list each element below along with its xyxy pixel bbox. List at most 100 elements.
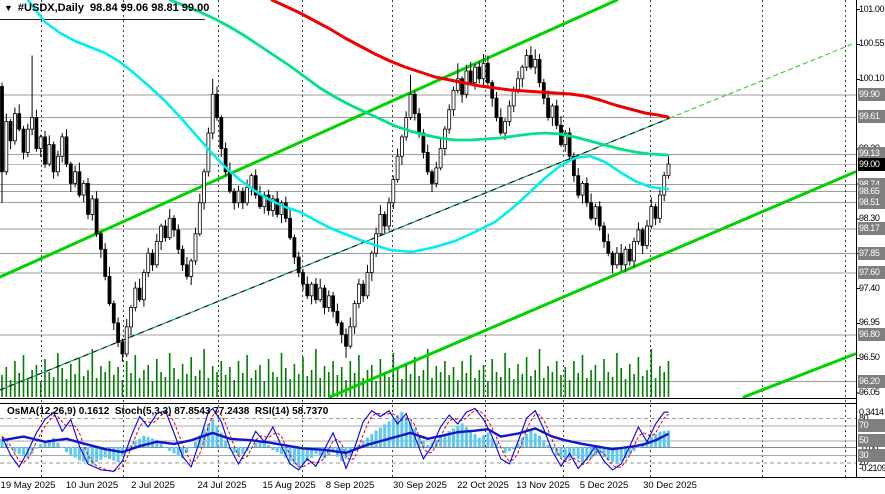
price-tick-label: 100.55 xyxy=(859,38,885,49)
osma-histogram-bar xyxy=(237,447,240,457)
candle-bearish xyxy=(223,148,228,173)
date-label: 2 Jul 2025 xyxy=(131,480,175,491)
candle-bearish xyxy=(163,225,168,239)
osma-histogram-bar xyxy=(374,430,378,447)
osma-histogram-bar xyxy=(297,447,301,468)
osma-histogram-bar xyxy=(542,440,546,447)
osma-histogram-bar xyxy=(39,443,43,447)
candle-bullish xyxy=(666,163,671,177)
candle-bearish xyxy=(64,136,69,165)
osma-histogram-bar xyxy=(533,433,537,447)
ma-fast-cyan xyxy=(26,0,670,254)
candle-bearish xyxy=(99,233,103,250)
candle-bullish xyxy=(133,287,138,308)
osma-histogram-bar xyxy=(301,447,305,465)
trendline-thin-black[interactable] xyxy=(0,117,671,391)
candle-bullish xyxy=(481,62,486,80)
price-level-badge: 99.13 xyxy=(858,147,885,161)
osma-histogram-bar xyxy=(77,447,81,461)
osma-histogram-bar xyxy=(129,444,133,447)
candle-bearish xyxy=(554,105,559,126)
osma-histogram-bar xyxy=(563,447,567,461)
candle-bearish xyxy=(301,272,305,285)
candle-bullish xyxy=(326,295,331,308)
osma-histogram-bar xyxy=(456,425,460,447)
date-label: 13 Nov 2025 xyxy=(516,480,570,491)
date-label: 8 Sep 2025 xyxy=(325,480,375,491)
candle-bearish xyxy=(8,121,13,142)
candle-bullish xyxy=(365,272,370,297)
osma-histogram-bar xyxy=(65,447,68,453)
osma-histogram-bar xyxy=(452,428,455,447)
candle-bearish xyxy=(283,202,288,219)
candle-bearish xyxy=(485,62,490,84)
candle-bullish xyxy=(533,58,538,68)
candle-bearish xyxy=(627,248,632,262)
date-label: 19 May 2025 xyxy=(0,480,56,491)
indicator-series xyxy=(0,407,670,472)
osma-histogram-bar xyxy=(47,439,51,447)
osma-histogram-bar xyxy=(439,436,443,447)
osma-histogram-bar xyxy=(194,441,197,447)
candle-bearish xyxy=(344,334,348,347)
indicator-tick-label: 20 xyxy=(859,456,869,467)
candle-bullish xyxy=(378,214,383,235)
trend-channel-lower[interactable] xyxy=(328,170,857,399)
price-level-badge: 99.90 xyxy=(858,87,885,101)
candle-bullish xyxy=(632,241,636,262)
candlestick-series xyxy=(0,46,671,362)
candle-bearish xyxy=(382,214,387,227)
price-level-badge: 97.60 xyxy=(858,266,885,280)
candle-bullish xyxy=(124,326,129,355)
candle-bearish xyxy=(266,194,271,211)
candle-bearish xyxy=(292,237,297,258)
osma-histogram-bar xyxy=(43,441,47,447)
osma-histogram-bar xyxy=(581,447,584,463)
osma-histogram-bar xyxy=(314,447,318,455)
osma-histogram-bar xyxy=(662,431,666,447)
osma-histogram-bar xyxy=(331,447,335,453)
osma-histogram-bar xyxy=(108,447,111,459)
price-tick-label: 96.05 xyxy=(859,387,880,398)
trend-channel-lower-2[interactable] xyxy=(742,352,857,399)
candle-bearish xyxy=(331,295,336,312)
osma-histogram-bar xyxy=(503,447,507,454)
osma-histogram-bar xyxy=(275,447,279,453)
candle-bearish xyxy=(17,113,22,130)
indicator-level-badge: 70 xyxy=(858,418,885,432)
osma-histogram-bar xyxy=(292,447,296,465)
candle-bullish xyxy=(262,194,267,208)
collapse-arrow-icon[interactable]: ▼ xyxy=(4,2,13,13)
osma-histogram-bar xyxy=(593,447,597,457)
osma-histogram-bar xyxy=(168,447,172,452)
candle-bearish xyxy=(468,70,473,84)
osma-histogram-bar xyxy=(361,441,365,447)
candle-bearish xyxy=(94,198,99,235)
candle-bullish xyxy=(38,136,43,149)
indicator-values-label: OsMA(12,26,9) 0.1612 Stoch(5,3,3) 87.854… xyxy=(7,406,329,417)
osma-histogram-bar xyxy=(133,441,137,447)
osma-histogram-bar xyxy=(404,416,408,447)
candle-bullish xyxy=(167,217,172,239)
candle-bearish xyxy=(111,303,116,324)
trend-channel-upper[interactable] xyxy=(0,0,619,279)
osma-histogram-bar xyxy=(602,447,606,458)
candle-bearish xyxy=(498,117,503,134)
ma-slow-red xyxy=(270,0,670,119)
osma-histogram-bar xyxy=(447,431,451,447)
candle-bearish xyxy=(584,183,589,204)
candle-bullish xyxy=(141,272,146,301)
price-level-badge: 99.61 xyxy=(858,110,885,124)
candle-bullish xyxy=(408,93,413,118)
price-tick-label: 101.00 xyxy=(859,3,885,14)
candle-bullish xyxy=(348,326,353,347)
osma-histogram-bar xyxy=(155,439,159,447)
date-label: 15 Aug 2025 xyxy=(262,480,316,491)
candle-bearish xyxy=(494,97,499,118)
trendline-projection-dashed[interactable] xyxy=(669,42,856,119)
osma-histogram-bar xyxy=(550,447,554,451)
osma-histogram-bar xyxy=(56,442,60,447)
osma-histogram-bar xyxy=(0,438,4,447)
